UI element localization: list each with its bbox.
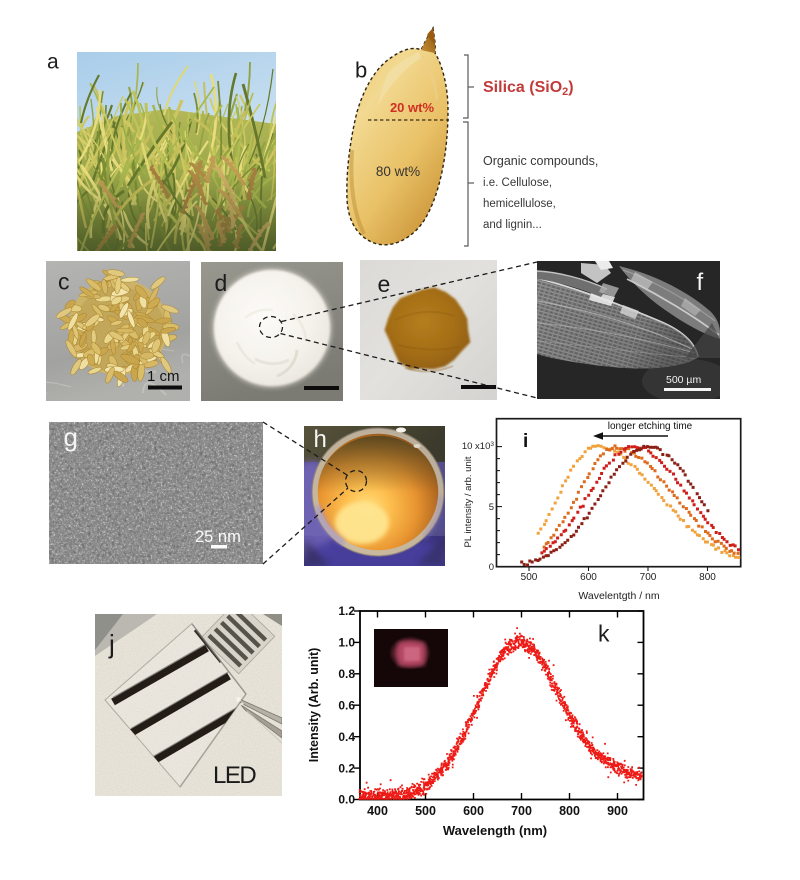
svg-text:800: 800 <box>559 804 580 818</box>
svg-text:10 x103: 10 x103 <box>462 441 495 452</box>
svg-text:25 nm: 25 nm <box>195 528 241 546</box>
svg-text:600: 600 <box>580 572 597 583</box>
svg-text:longer etching time: longer etching time <box>608 421 693 432</box>
svg-text:0: 0 <box>489 562 494 573</box>
svg-text:0.8: 0.8 <box>338 667 355 681</box>
svg-text:20 wt%: 20 wt% <box>390 100 435 115</box>
svg-text:0.2: 0.2 <box>338 761 355 775</box>
svg-text:500: 500 <box>521 572 538 583</box>
svg-text:Wavelength (nm): Wavelength (nm) <box>443 823 547 838</box>
svg-text:j: j <box>108 629 115 659</box>
svg-text:k: k <box>598 621 610 647</box>
svg-text:g: g <box>64 422 78 452</box>
svg-text:e: e <box>378 271 391 297</box>
svg-text:5: 5 <box>489 502 494 513</box>
svg-text:500: 500 <box>415 804 436 818</box>
svg-text:600: 600 <box>463 804 484 818</box>
svg-text:i.e. Cellulose,: i.e. Cellulose, <box>483 177 552 189</box>
svg-text:400: 400 <box>367 804 388 818</box>
svg-text:Wavelentgth / nm: Wavelentgth / nm <box>578 590 660 602</box>
svg-text:1.0: 1.0 <box>338 636 355 650</box>
svg-text:0.6: 0.6 <box>338 698 355 712</box>
svg-text:hemicellulose,: hemicellulose, <box>483 198 556 210</box>
svg-text:LED: LED <box>213 762 256 789</box>
svg-text:900: 900 <box>607 804 628 818</box>
svg-text:1 cm: 1 cm <box>147 368 180 385</box>
svg-text:c: c <box>58 269 70 295</box>
svg-text:d: d <box>215 270 228 296</box>
svg-text:500 µm: 500 µm <box>666 374 701 386</box>
svg-text:700: 700 <box>511 804 532 818</box>
svg-text:i: i <box>523 431 528 452</box>
svg-text:b: b <box>355 58 367 83</box>
svg-text:0.4: 0.4 <box>338 730 355 744</box>
svg-text:Organic compounds,: Organic compounds, <box>483 154 598 168</box>
svg-text:80 wt%: 80 wt% <box>376 164 420 179</box>
svg-text:0.0: 0.0 <box>338 793 355 807</box>
svg-text:h: h <box>314 426 327 453</box>
svg-text:Intensity (Arb. unit): Intensity (Arb. unit) <box>307 648 321 763</box>
svg-text:PL intensity / arb. unit: PL intensity / arb. unit <box>463 456 474 547</box>
svg-text:700: 700 <box>640 572 657 583</box>
svg-text:800: 800 <box>699 572 716 583</box>
svg-text:and lignin...: and lignin... <box>483 219 542 231</box>
svg-text:Silica (SiO2): Silica (SiO2) <box>483 79 574 98</box>
svg-text:1.2: 1.2 <box>338 604 355 618</box>
svg-text:f: f <box>697 269 704 296</box>
svg-text:a: a <box>47 51 59 74</box>
